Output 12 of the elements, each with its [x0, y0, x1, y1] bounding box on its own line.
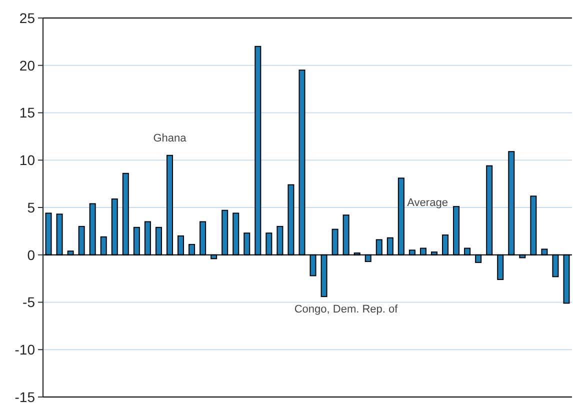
- annotation: Average: [407, 197, 448, 210]
- y-tick-label: -15: [14, 388, 36, 403]
- y-tick-label: -5: [22, 294, 36, 310]
- y-tick-label: -10: [14, 342, 36, 358]
- y-tick-label: 25: [19, 10, 36, 26]
- y-tick-label: 15: [19, 104, 36, 121]
- y-tick-label: 5: [27, 199, 36, 216]
- annotation: Ghana: [153, 132, 188, 144]
- y-tick-label: 0: [27, 246, 36, 263]
- annotation: Congo, Dem. Rep. of: [294, 304, 399, 316]
- y-tick-label: 10: [19, 152, 36, 168]
- y-tick-label: 20: [19, 57, 36, 74]
